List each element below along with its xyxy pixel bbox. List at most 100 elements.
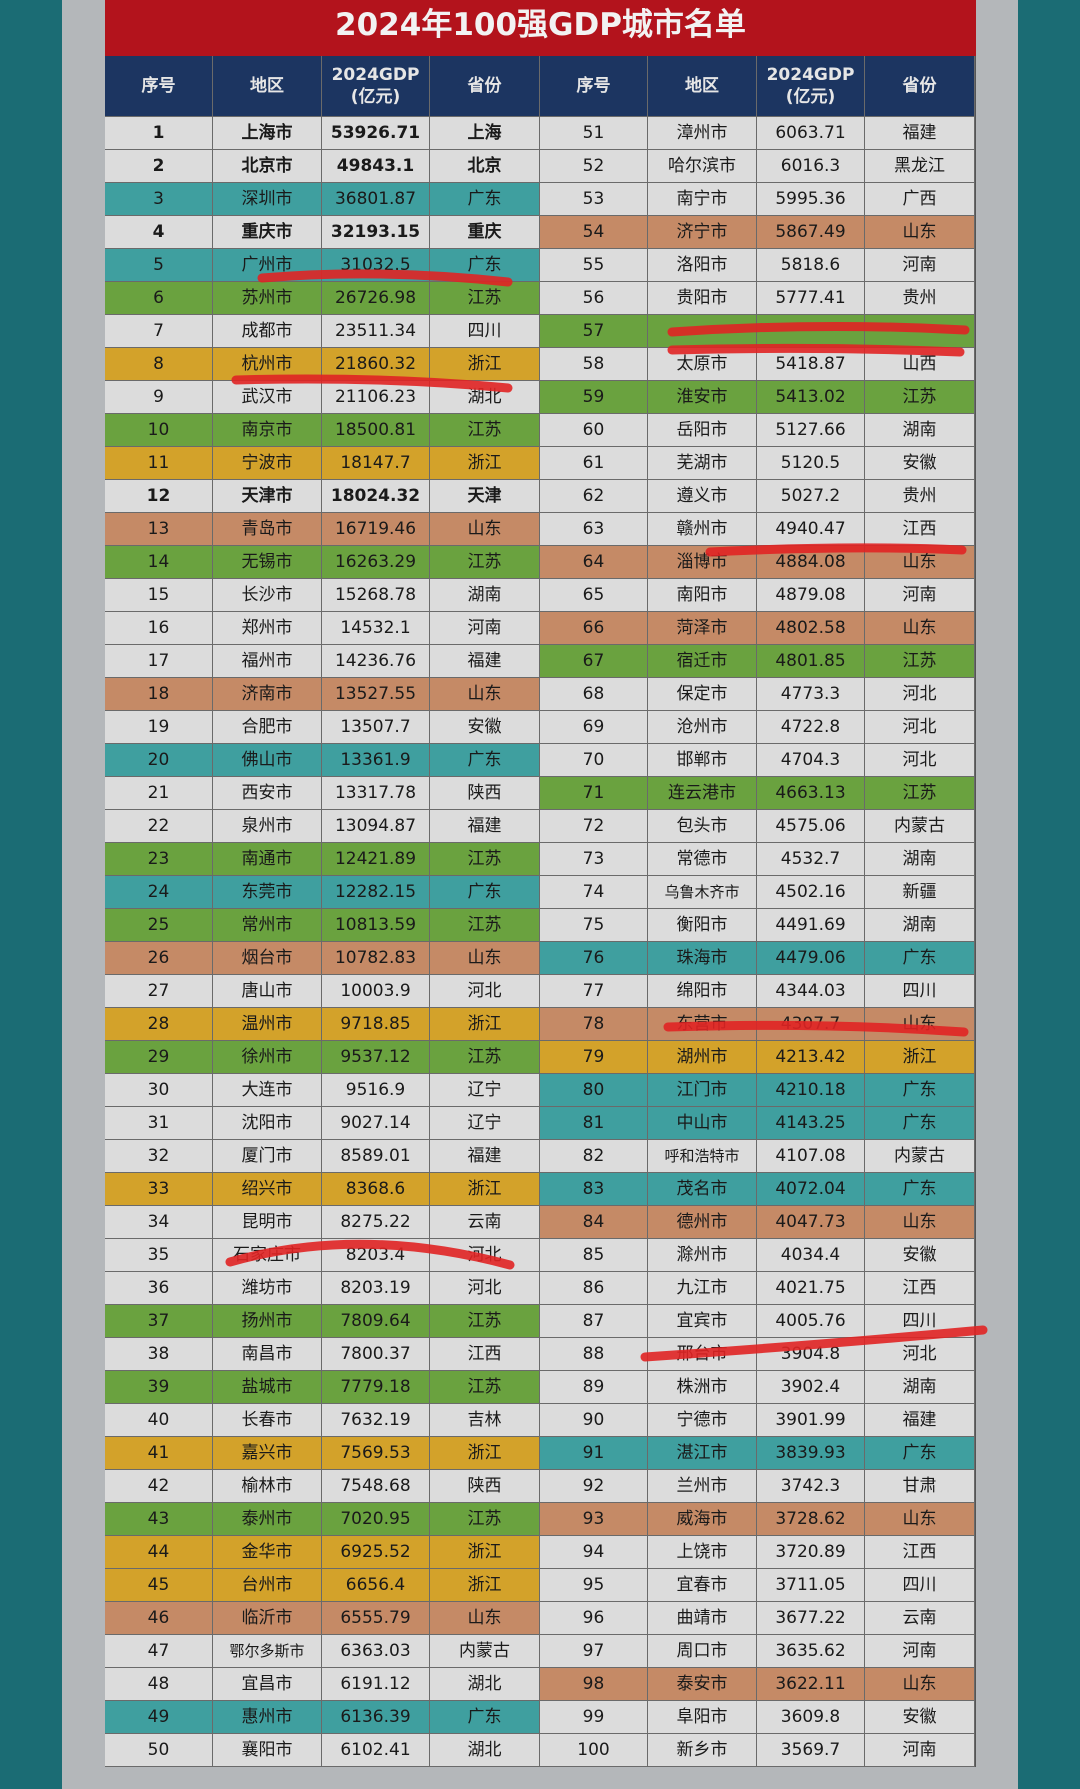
table-cell: 江苏	[865, 777, 975, 810]
table-cell: 12	[105, 480, 213, 513]
table-cell: 安徽	[865, 1701, 975, 1734]
table-cell: 河北	[865, 744, 975, 777]
table-cell: 贵州	[865, 480, 975, 513]
table-cell: 河南	[865, 1635, 975, 1668]
table-cell: 7809.64	[322, 1305, 430, 1338]
table-cell: 湛江市	[648, 1437, 757, 1470]
stroke	[667, 321, 970, 357]
table-cell: 29	[105, 1041, 213, 1074]
table-cell: 47	[105, 1635, 213, 1668]
table-cell: 27	[105, 975, 213, 1008]
table-cell: 威海市	[648, 1503, 757, 1536]
table-cell: 河南	[865, 579, 975, 612]
table-cell: 99	[540, 1701, 648, 1734]
table-cell: 63	[540, 513, 648, 546]
table-cell: 82	[540, 1140, 648, 1173]
table-cell: 8368.6	[322, 1173, 430, 1206]
table-cell: 2	[105, 150, 213, 183]
table-cell: 6136.39	[322, 1701, 430, 1734]
table-cell: 烟台市	[213, 942, 322, 975]
table-cell: 河南	[865, 1734, 975, 1767]
stroke	[663, 1020, 969, 1037]
table-cell: 淮安市	[648, 381, 757, 414]
table-cell: 武汉市	[213, 381, 322, 414]
table-cell: 4801.85	[757, 645, 865, 678]
table-cell: 39	[105, 1371, 213, 1404]
stroke	[640, 1325, 988, 1362]
table-cell: 长沙市	[213, 579, 322, 612]
table-cell: 14	[105, 546, 213, 579]
table-cell: 昆明市	[213, 1206, 322, 1239]
table-cell: 天津市	[213, 480, 322, 513]
table-cell: 4802.58	[757, 612, 865, 645]
table-cell: 3622.11	[757, 1668, 865, 1701]
table-cell: 5027.2	[757, 480, 865, 513]
header-cell: 地区	[648, 56, 757, 117]
table-cell: 15268.78	[322, 579, 430, 612]
table-cell: 12282.15	[322, 876, 430, 909]
table-cell: 4005.76	[757, 1305, 865, 1338]
table-cell: 浙江	[430, 1569, 540, 1602]
table-cell: 3839.93	[757, 1437, 865, 1470]
table-cell: 泰安市	[648, 1668, 757, 1701]
table-cell: 40	[105, 1404, 213, 1437]
table-cell: 广东	[430, 183, 540, 216]
table-cell: 10003.9	[322, 975, 430, 1008]
table-cell: 山东	[865, 1206, 975, 1239]
table-cell: 13317.78	[322, 777, 430, 810]
table-cell: 宁德市	[648, 1404, 757, 1437]
table-cell: 温州市	[213, 1008, 322, 1041]
table-cell: 辽宁	[430, 1074, 540, 1107]
table-cell: 德州市	[648, 1206, 757, 1239]
table-cell: 无锡市	[213, 546, 322, 579]
table-cell: 88	[540, 1338, 648, 1371]
table-cell: 河北	[865, 1338, 975, 1371]
table-cell: 岳阳市	[648, 414, 757, 447]
table-cell: 鄂尔多斯市	[213, 1635, 322, 1668]
table-cell: 浙江	[430, 1008, 540, 1041]
table-cell: 江苏	[430, 1041, 540, 1074]
table-cell: 福建	[430, 1140, 540, 1173]
table-cell: 4210.18	[757, 1074, 865, 1107]
table-cell: 71	[540, 777, 648, 810]
table-cell: 18024.32	[322, 480, 430, 513]
table-cell: 洛阳市	[648, 249, 757, 282]
table-cell: 广东	[865, 1074, 975, 1107]
stroke	[225, 1239, 515, 1270]
table-cell: 成都市	[213, 315, 322, 348]
table-cell: 安徽	[865, 1239, 975, 1272]
table-cell: 4532.7	[757, 843, 865, 876]
table-cell: 7800.37	[322, 1338, 430, 1371]
table-cell: 49843.1	[322, 150, 430, 183]
table-cell: 81	[540, 1107, 648, 1140]
table-cell: 4479.06	[757, 942, 865, 975]
table-cell: 福州市	[213, 645, 322, 678]
table-cell: 苏州市	[213, 282, 322, 315]
table-cell: 珠海市	[648, 942, 757, 975]
table-cell: 常德市	[648, 843, 757, 876]
table-cell: 4502.16	[757, 876, 865, 909]
table-cell: 18	[105, 678, 213, 711]
table-cell: 沈阳市	[213, 1107, 322, 1140]
table-cell: 12421.89	[322, 843, 430, 876]
table-cell: 遵义市	[648, 480, 757, 513]
table-cell: 23	[105, 843, 213, 876]
table-cell: 4704.3	[757, 744, 865, 777]
table-cell: 6191.12	[322, 1668, 430, 1701]
table-cell: 41	[105, 1437, 213, 1470]
table-cell: 合肥市	[213, 711, 322, 744]
table-cell: 4143.25	[757, 1107, 865, 1140]
table-cell: 湖南	[865, 1371, 975, 1404]
table-cell: 大连市	[213, 1074, 322, 1107]
table-cell: 济南市	[213, 678, 322, 711]
table-cell: 江苏	[430, 414, 540, 447]
table-cell: 云南	[430, 1206, 540, 1239]
stroke	[231, 374, 513, 393]
table-cell: 91	[540, 1437, 648, 1470]
table-cell: 4879.08	[757, 579, 865, 612]
table-cell: 台州市	[213, 1569, 322, 1602]
table-cell: 24	[105, 876, 213, 909]
table-cell: 4575.06	[757, 810, 865, 843]
table-cell: 69	[540, 711, 648, 744]
